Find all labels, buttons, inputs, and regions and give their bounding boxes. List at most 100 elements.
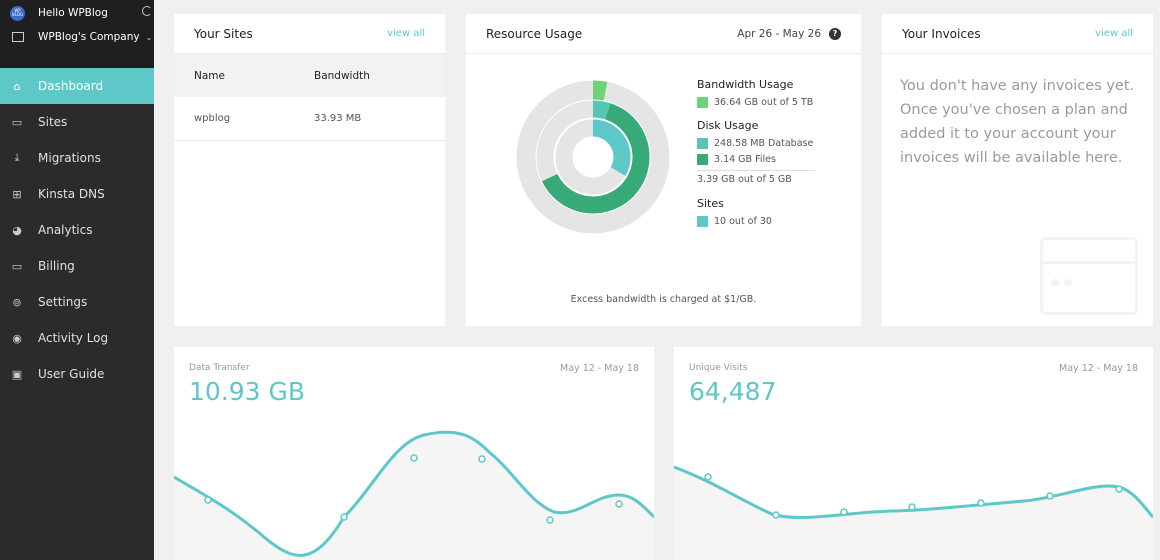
logout-icon[interactable]	[142, 6, 152, 16]
column-header-name: Name	[194, 69, 225, 82]
files-ring-arc[interactable]	[536, 100, 650, 214]
sites-view-all-link[interactable]: view all	[387, 28, 425, 39]
disk-usage-heading: Disk Usage	[697, 119, 759, 132]
sidebar-item-activity-log[interactable]: ◉ Activity Log	[0, 320, 154, 356]
home-icon: ⌂	[13, 79, 21, 93]
data-point[interactable]	[1046, 492, 1054, 500]
sidebar-item-settings[interactable]: ⊚ Settings	[0, 284, 154, 320]
legend-divider	[697, 170, 815, 171]
sidebar-item-label: Sites	[38, 115, 68, 129]
data-transfer-line	[174, 430, 654, 557]
table-header: Name Bandwidth	[174, 54, 445, 97]
sidebar-item-label: Activity Log	[38, 331, 109, 345]
data-point[interactable]	[704, 473, 712, 481]
data-point[interactable]	[615, 500, 623, 508]
sidebar-item-label: Billing	[38, 259, 75, 273]
resource-usage-title: Resource Usage	[486, 26, 583, 41]
resource-usage-donut	[516, 80, 670, 234]
sites-value: 10 out of 30	[714, 215, 772, 227]
invoice-illustration-icon	[1040, 237, 1138, 315]
legend-sites: 10 out of 30	[697, 213, 817, 229]
sidebar-item-analytics[interactable]: ◕ Analytics	[0, 212, 154, 248]
sidebar-item-label: Migrations	[38, 151, 101, 165]
sites-ring-arc[interactable]	[555, 119, 631, 195]
data-point[interactable]	[772, 511, 780, 519]
data-point[interactable]	[340, 513, 348, 521]
sidebar-item-label: Settings	[38, 295, 88, 309]
table-row[interactable]: wpblog 33.93 MB	[174, 97, 445, 141]
pie-chart-icon: ◕	[12, 223, 22, 237]
gear-icon: ⊚	[12, 295, 22, 309]
no-invoices-message: You don't have any invoices yet. Once yo…	[900, 78, 1135, 166]
download-icon: ⤓	[14, 151, 20, 164]
legend-bandwidth: 36.64 GB out of 5 TB	[697, 94, 817, 110]
book-icon: ▣	[11, 367, 23, 381]
database-swatch	[697, 137, 708, 149]
disk-total: 3.39 GB out of 5 GB	[697, 174, 792, 185]
data-point[interactable]	[977, 499, 985, 507]
sidebar-item-label: User Guide	[38, 367, 105, 381]
your-invoices-title: Your Invoices	[902, 26, 981, 41]
data-point[interactable]	[546, 516, 554, 524]
data-point[interactable]	[478, 455, 486, 463]
resource-usage-card: Resource Usage Apr 26 - May 26 ? Bandwid…	[466, 14, 861, 326]
sidebar-item-user-guide[interactable]: ▣ User Guide	[0, 356, 154, 392]
sites-table: Name Bandwidth wpblog 33.93 MB	[174, 54, 445, 141]
sidebar-item-migrations[interactable]: ⤓ Migrations	[0, 140, 154, 176]
grid-icon: ⊞	[12, 187, 22, 201]
bandwidth-usage-heading: Bandwidth Usage	[697, 78, 794, 91]
company-switcher[interactable]: WPBlog's Company ⌄	[0, 22, 154, 52]
invoices-view-all-link[interactable]: view all	[1095, 28, 1133, 39]
database-ring-arc[interactable]	[536, 100, 650, 214]
files-value: 3.14 GB Files	[714, 153, 776, 165]
data-point[interactable]	[840, 508, 848, 516]
unique-visits-label: Unique Visits	[689, 363, 748, 373]
sites-swatch	[697, 215, 708, 227]
data-point[interactable]	[908, 503, 916, 511]
sidebar-item-dashboard[interactable]: ⌂ Dashboard	[0, 68, 154, 104]
your-invoices-header: Your Invoices view all	[882, 14, 1153, 54]
bandwidth-ring-arc[interactable]	[516, 80, 670, 234]
data-transfer-value: 10.93 GB	[189, 377, 306, 406]
resource-usage-header: Resource Usage Apr 26 - May 26 ?	[466, 14, 861, 54]
user-greeting: Hello WPBlog	[38, 7, 108, 19]
site-name[interactable]: wpblog	[194, 113, 231, 124]
sidebar-item-label: Analytics	[38, 223, 93, 237]
your-sites-title: Your Sites	[194, 26, 253, 41]
sidebar: WP BLOG Hello WPBlog WPBlog's Company ⌄ …	[0, 0, 154, 560]
unique-visits-card: Unique Visits 64,487 May 12 - May 18	[674, 347, 1153, 560]
resource-legend: Bandwidth Usage 36.64 GB out of 5 TB Dis…	[697, 78, 817, 229]
legend-database: 248.58 MB Database	[697, 135, 817, 151]
data-point[interactable]	[1115, 485, 1123, 493]
data-transfer-chart	[174, 430, 654, 560]
unique-visits-chart	[674, 465, 1153, 560]
company-icon	[12, 32, 24, 42]
sidebar-item-kinsta-dns[interactable]: ⊞ Kinsta DNS	[0, 176, 154, 212]
credit-card-icon: ▭	[11, 259, 23, 273]
excess-bandwidth-note: Excess bandwidth is charged at $1/GB.	[570, 294, 757, 305]
user-menu[interactable]: WP BLOG Hello WPBlog	[0, 4, 154, 22]
sidebar-nav: ⌂ Dashboard ▭ Sites ⤓ Migrations ⊞ Kinsta DNS ◕ A…	[0, 68, 154, 392]
data-point[interactable]	[410, 454, 418, 462]
sidebar-item-sites[interactable]: ▭ Sites	[0, 104, 154, 140]
chevron-down-icon: ⌄	[145, 32, 153, 42]
unique-visits-value: 64,487	[689, 377, 777, 406]
unique-visits-range: May 12 - May 18	[1059, 363, 1138, 374]
data-point[interactable]	[204, 496, 212, 504]
sites-heading: Sites	[697, 197, 724, 210]
data-transfer-card: Data Transfer 10.93 GB May 12 - May 18	[174, 347, 654, 560]
database-value: 248.58 MB Database	[714, 137, 814, 149]
resource-date-range: Apr 26 - May 26 ?	[737, 27, 841, 40]
files-swatch	[697, 153, 708, 165]
eye-icon: ◉	[12, 331, 22, 345]
column-header-bandwidth: Bandwidth	[314, 69, 370, 82]
avatar[interactable]: WP BLOG	[10, 5, 25, 21]
your-invoices-card: Your Invoices view all You don't have an…	[882, 14, 1153, 326]
bandwidth-swatch	[697, 96, 708, 108]
help-icon[interactable]: ?	[829, 27, 841, 40]
data-transfer-range: May 12 - May 18	[560, 363, 639, 374]
sidebar-item-label: Kinsta DNS	[38, 187, 105, 201]
unique-visits-area	[674, 467, 1153, 560]
sidebar-item-billing[interactable]: ▭ Billing	[0, 248, 154, 284]
sidebar-header: WP BLOG Hello WPBlog WPBlog's Company ⌄	[0, 0, 154, 68]
